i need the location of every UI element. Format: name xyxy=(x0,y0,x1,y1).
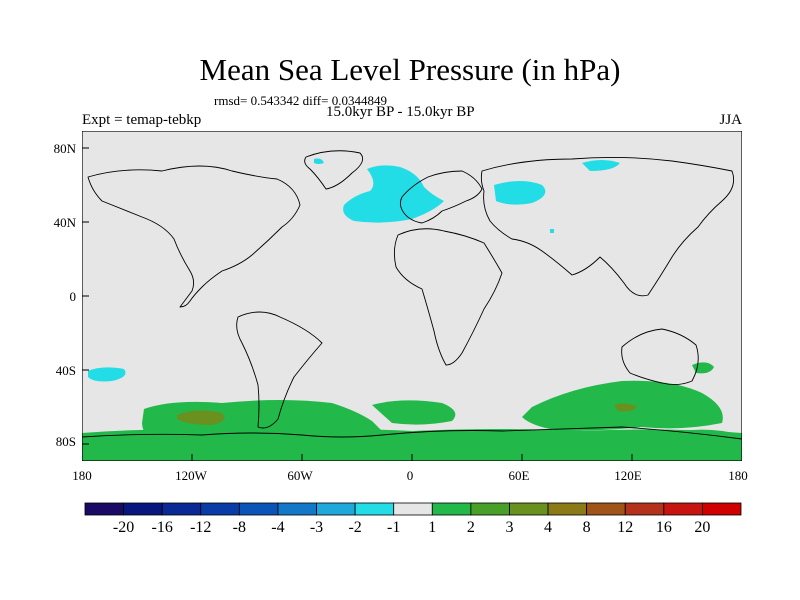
colorbar-swatch xyxy=(238,502,279,516)
coast-australia xyxy=(621,328,699,386)
coast-asia xyxy=(480,156,735,297)
colorbar-swatch xyxy=(624,502,665,516)
strong-positive-anomaly-core-indian xyxy=(614,403,637,412)
coastlines xyxy=(82,150,742,440)
chart-title: Mean Sea Level Pressure (in hPa) xyxy=(199,52,621,87)
strong-positive-anomaly-core-pacific xyxy=(177,410,225,425)
negative-anomaly-spot-greenland xyxy=(314,158,324,164)
colorbar-label: 8 xyxy=(582,519,591,536)
lon-tick-label: 180 xyxy=(728,468,748,483)
colorbar-swatch xyxy=(161,502,202,516)
lat-tick-label: 80S xyxy=(55,434,76,449)
colorbar-swatch xyxy=(84,502,124,516)
colorbar-label: 2 xyxy=(466,519,475,536)
negative-anomaly-region-arctic xyxy=(582,160,620,171)
season-label: JJA xyxy=(719,112,742,128)
colorbar-swatch xyxy=(509,502,549,516)
period-label: 15.0kyr BP - 15.0kyr BP xyxy=(326,104,475,120)
colorbar-label: -4 xyxy=(271,519,285,536)
lon-tick-label: 60W xyxy=(287,468,313,483)
colorbar-label: -16 xyxy=(151,519,173,536)
colorbar-label: -20 xyxy=(112,519,135,536)
lon-tick-label: 180 xyxy=(72,468,92,483)
colorbar-label: -1 xyxy=(387,519,401,536)
experiment-label: Expt = temap-tebkp xyxy=(82,112,202,128)
coast-north-america xyxy=(87,165,301,308)
coast-africa xyxy=(393,228,503,366)
colorbar-swatch xyxy=(316,502,356,516)
rmsd-diff-stats: rmsd= 0.543342 diff= 0.0344849 xyxy=(214,93,387,108)
colorbar-swatch xyxy=(663,502,703,516)
colorbar-label: 12 xyxy=(617,519,634,536)
lat-tick-label: 80N xyxy=(53,141,76,156)
colorbar-swatch xyxy=(702,502,742,516)
lon-tick-label: 120W xyxy=(175,468,207,483)
lat-tick-label: 40N xyxy=(53,215,76,230)
colorbar-label: 16 xyxy=(655,519,672,536)
colorbar xyxy=(84,502,742,516)
colorbar-label: 20 xyxy=(694,519,711,536)
colorbar-swatch xyxy=(277,502,317,516)
negative-anomaly-spot-asia xyxy=(550,229,554,233)
positive-anomaly-band-antarctic xyxy=(82,429,742,461)
lon-tick-label: 60E xyxy=(508,468,530,483)
colorbar-label: -3 xyxy=(309,519,324,536)
colorbar-swatch xyxy=(123,502,163,516)
colorbar-swatch xyxy=(431,502,472,516)
lat-tick-label: 40S xyxy=(55,363,76,378)
negative-anomaly-region-siberia xyxy=(494,181,546,205)
colorbar-label: -12 xyxy=(190,519,212,536)
colorbar-label: 3 xyxy=(505,519,514,536)
lon-tick-label: 120E xyxy=(614,468,642,483)
lon-tick-label: 0 xyxy=(406,468,414,483)
colorbar-swatch xyxy=(200,502,240,516)
negative-anomaly-region-south-pacific xyxy=(88,367,126,382)
coast-greenland xyxy=(304,150,364,190)
colorbar-swatch xyxy=(547,502,588,516)
colorbar-swatch xyxy=(586,502,626,516)
colorbar-label: 4 xyxy=(544,519,553,536)
colorbar-label: -2 xyxy=(348,519,362,536)
coast-europe xyxy=(399,170,483,224)
lat-tick-label: 0 xyxy=(69,289,77,304)
positive-anomaly-region-south-atlantic xyxy=(372,400,456,425)
colorbar-label: 1 xyxy=(428,519,437,536)
positive-anomaly-region-east xyxy=(682,429,742,449)
negative-anomaly-region-north-atlantic xyxy=(343,165,444,223)
colorbar-label: -8 xyxy=(232,519,246,536)
pressure-anomaly-map xyxy=(82,131,742,461)
colorbar-swatch xyxy=(470,502,510,516)
coast-antarctica xyxy=(82,426,742,440)
colorbar-swatch xyxy=(393,502,433,516)
colorbar-swatch xyxy=(354,502,395,516)
axis-ticks xyxy=(82,147,742,461)
coast-south-america xyxy=(236,311,323,429)
